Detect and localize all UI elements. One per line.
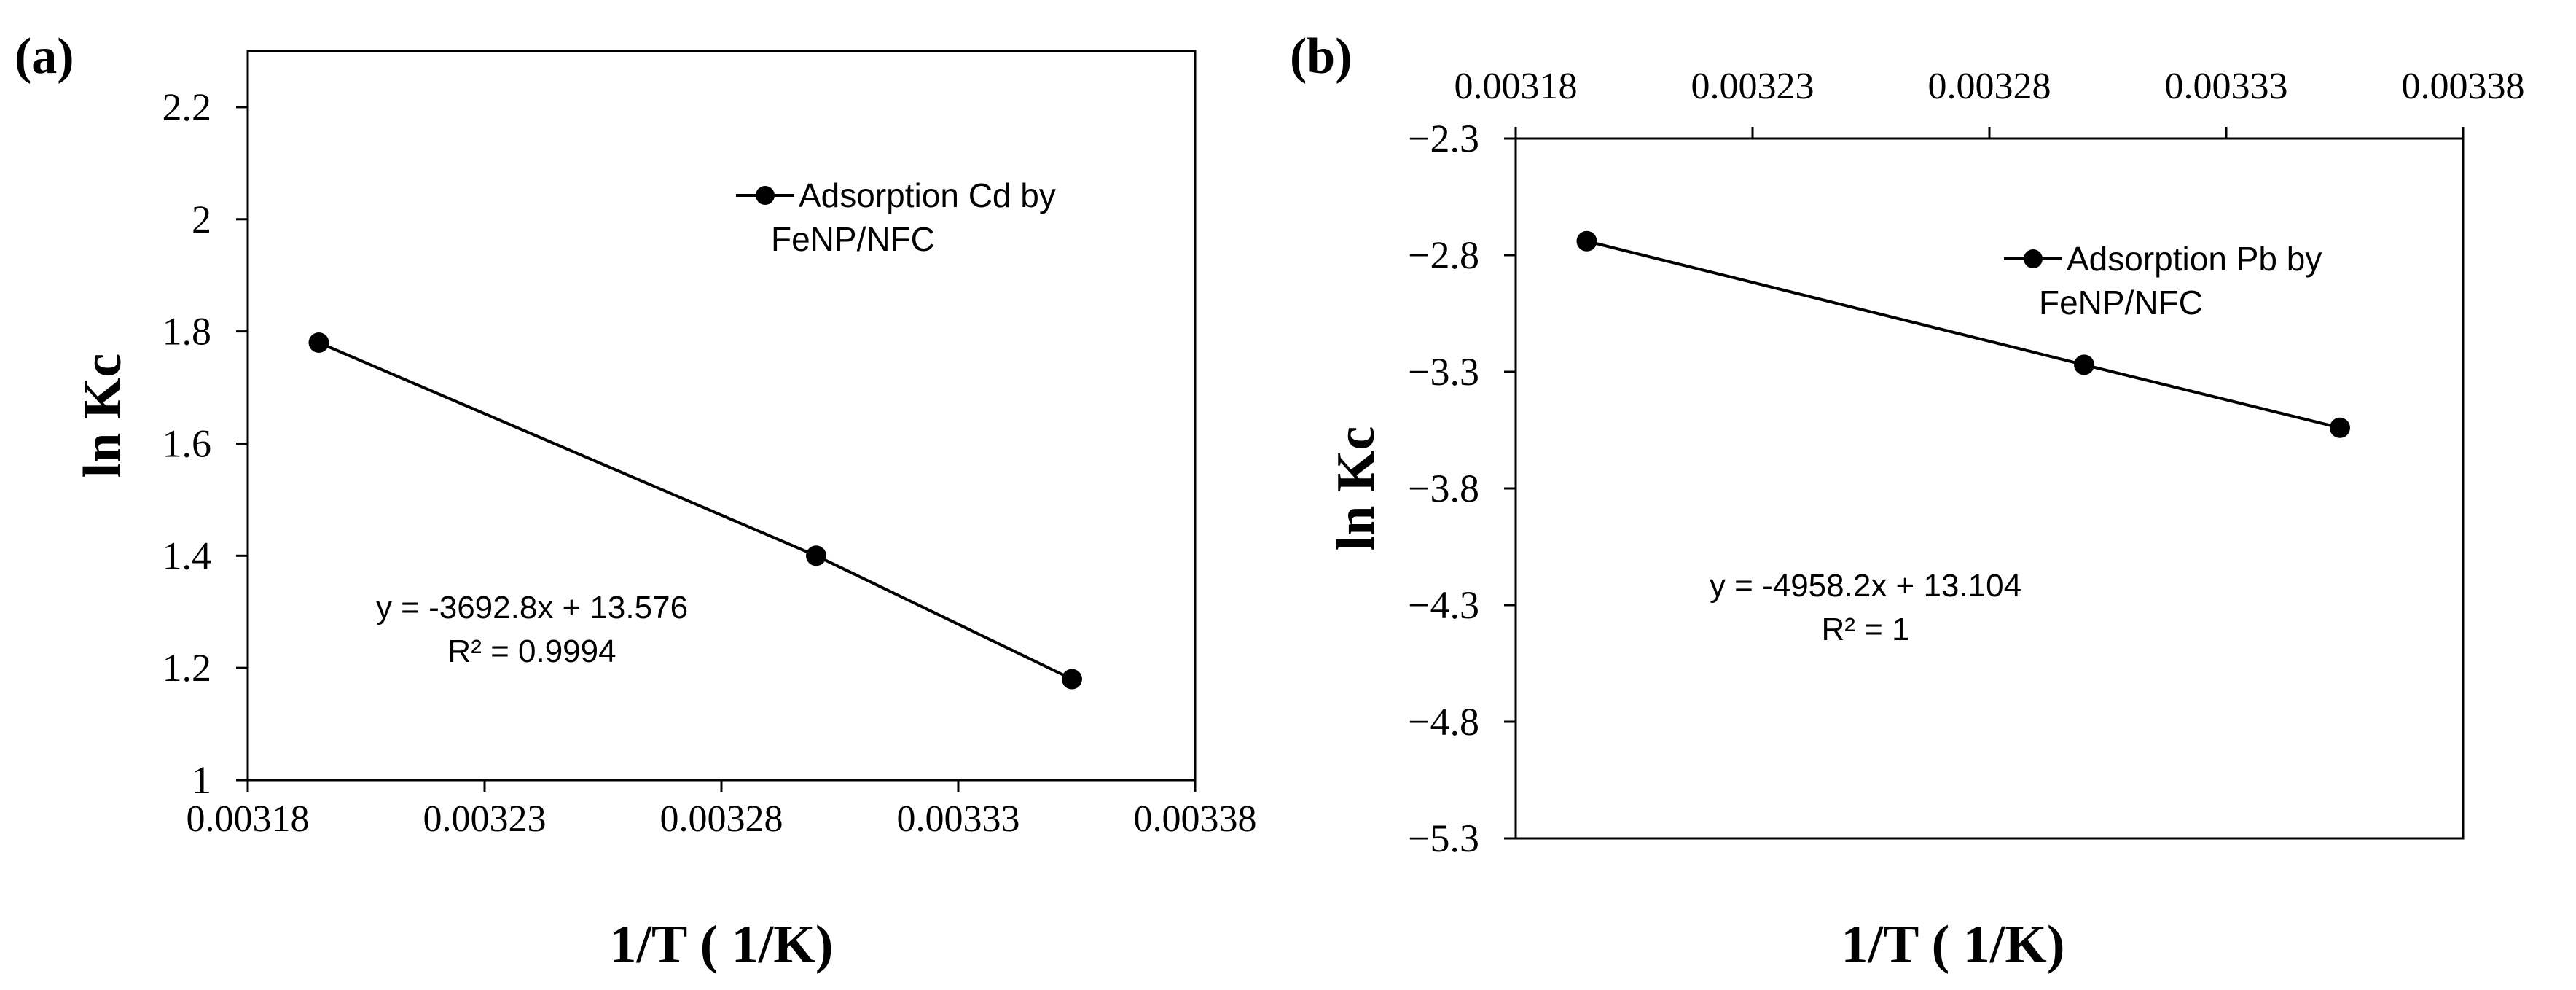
x-tick-label: 0.00318 bbox=[187, 798, 310, 840]
y-tick-label: −4.3 bbox=[1408, 583, 1479, 627]
y-axis-title: ln Kc bbox=[1326, 426, 1386, 551]
data-point bbox=[1576, 230, 1597, 252]
chart-panel-a: (a) 11.21.41.61.822.2 0.00318 0.00323 0.00… bbox=[15, 28, 1257, 975]
data-point bbox=[2330, 417, 2350, 438]
y-tick-label: 1 bbox=[192, 758, 211, 802]
x-tick-label: 0.00328 bbox=[660, 798, 783, 840]
regression-equation: y = -4958.2x + 13.104 bbox=[1710, 568, 2021, 604]
y-tick-label: −3.3 bbox=[1408, 350, 1479, 394]
y-tick-label: −2.8 bbox=[1408, 233, 1479, 277]
legend-entry-line-1: Adsorption Cd by bbox=[799, 176, 1056, 214]
x-tick-label: 0.00323 bbox=[423, 798, 547, 840]
x-tick-label: 0.00338 bbox=[1134, 798, 1257, 840]
data-point bbox=[308, 332, 329, 353]
series-group bbox=[1576, 230, 2350, 438]
x-tick-label: 0.00318 bbox=[1455, 66, 1578, 107]
x-axis: 0.00318 0.00323 0.00328 0.00333 0.00338 bbox=[1455, 66, 2525, 139]
y-tick-label: −5.3 bbox=[1408, 816, 1479, 860]
data-point bbox=[806, 545, 826, 566]
legend: Adsorption Cd by FeNP/NFC bbox=[736, 176, 1056, 258]
y-axis-title: ln Kc bbox=[73, 354, 133, 478]
data-point bbox=[2074, 354, 2094, 375]
chart-panel-b: (b) −5.3 −4.8 −4.3 −3.8 −3.3 −2.8 −2.3 0.00318… bbox=[1290, 28, 2525, 975]
r-squared: R² = 0.9994 bbox=[447, 634, 616, 669]
regression-annotation: y = -4958.2x + 13.104 R² = 1 bbox=[1710, 568, 2021, 647]
y-axis: 1 1.2 1.4 1.6 1.8 2 2.2 bbox=[163, 85, 248, 802]
legend-entry-line-2: FeNP/NFC bbox=[2039, 284, 2203, 321]
legend-entry-line-1: Adsorption Pb by bbox=[2067, 240, 2322, 278]
panel-label: (b) bbox=[1290, 28, 1352, 85]
x-tick-label: 0.00338 bbox=[2402, 66, 2525, 107]
y-tick-label: −3.8 bbox=[1408, 467, 1479, 510]
series-line bbox=[318, 341, 1073, 681]
y-tick-label: 2.2 bbox=[163, 85, 212, 129]
x-axis: 0.00318 0.00323 0.00328 0.00333 0.00338 bbox=[187, 780, 1257, 840]
y-tick-label: 1.4 bbox=[163, 534, 212, 577]
legend: Adsorption Pb by FeNP/NFC bbox=[2004, 240, 2322, 321]
panel-label: (a) bbox=[15, 28, 74, 85]
x-tick-label: 0.00333 bbox=[2165, 66, 2288, 107]
regression-annotation: y = -3692.8x + 13.576 R² = 0.9994 bbox=[376, 590, 688, 669]
x-tick-label: 0.00328 bbox=[1928, 66, 2051, 107]
x-tick-label: 0.00323 bbox=[1691, 66, 1814, 107]
y-tick-label: 2 bbox=[192, 198, 211, 241]
legend-marker bbox=[2024, 249, 2043, 268]
legend-entry-line-2: FeNP/NFC bbox=[771, 220, 935, 258]
x-tick-label: 0.00333 bbox=[897, 798, 1020, 840]
regression-equation: y = -3692.8x + 13.576 bbox=[376, 590, 688, 625]
y-tick-label: −4.8 bbox=[1408, 700, 1479, 744]
series-group bbox=[308, 332, 1082, 690]
data-point bbox=[1062, 669, 1082, 690]
y-tick-label: 1.6 bbox=[163, 421, 212, 465]
y-tick-label: 1.8 bbox=[163, 310, 212, 354]
r-squared: R² = 1 bbox=[1821, 612, 1909, 647]
x-axis-title: 1/T ( 1/K) bbox=[610, 915, 834, 975]
y-tick-label: −2.3 bbox=[1408, 117, 1479, 160]
y-tick-label: 1.2 bbox=[163, 646, 212, 690]
y-axis: −5.3 −4.8 −4.3 −3.8 −3.3 −2.8 −2.3 bbox=[1408, 117, 1516, 860]
x-axis-title: 1/T ( 1/K) bbox=[1841, 915, 2065, 975]
legend-marker bbox=[756, 186, 775, 205]
